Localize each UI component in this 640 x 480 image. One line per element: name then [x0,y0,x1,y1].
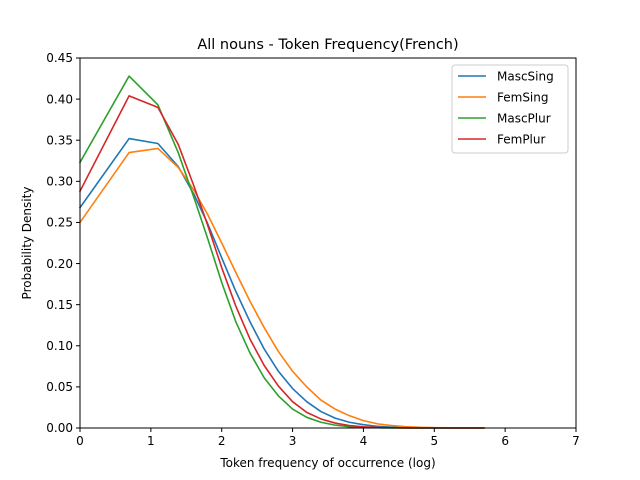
y-tick-label: 0.10 [46,339,73,353]
y-tick-label: 0.15 [46,298,73,312]
series-line-femsing [78,147,485,429]
x-axis-ticks: 0 1 2 3 4 5 6 7 [76,428,580,448]
x-tick-label: 2 [218,434,226,448]
y-tick-label: 0.20 [46,257,73,271]
x-tick-label: 7 [572,434,580,448]
y-tick-label: 0.35 [46,133,73,147]
y-axis-label: Probability Density [20,187,34,300]
legend: MascSing FemSing MascPlur FemPlur [451,64,569,154]
y-axis-ticks: 0.00 0.05 0.10 0.15 0.20 0.25 0.30 0.35 0.40 0.45 [46,51,80,435]
legend-label-mascplur: MascPlur [497,112,551,126]
legend-label-mascsing: MascSing [497,70,554,84]
plot-frame [79,57,577,429]
chart-title: All nouns - Token Frequency(French) [197,37,458,53]
legend-label-femsing: FemSing [497,91,549,105]
y-tick-label: 0.40 [46,92,73,106]
legend-items: MascSing FemSing MascPlur FemPlur [458,70,554,147]
y-tick-label: 0.00 [46,421,73,435]
y-tick-label: 0.45 [46,51,73,65]
x-tick-label: 4 [360,434,368,448]
x-tick-label: 0 [76,434,84,448]
x-tick-label: 6 [501,434,509,448]
x-tick-label: 1 [147,434,155,448]
x-tick-label: 3 [289,434,297,448]
y-tick-label: 0.30 [46,175,73,189]
x-tick-label: 5 [430,434,438,448]
y-tick-label: 0.05 [46,380,73,394]
x-axis-label: Token frequency of occurrence (log) [219,456,435,470]
y-tick-label: 0.25 [46,216,73,230]
legend-label-femplur: FemPlur [497,133,545,147]
legend-box [451,64,569,154]
